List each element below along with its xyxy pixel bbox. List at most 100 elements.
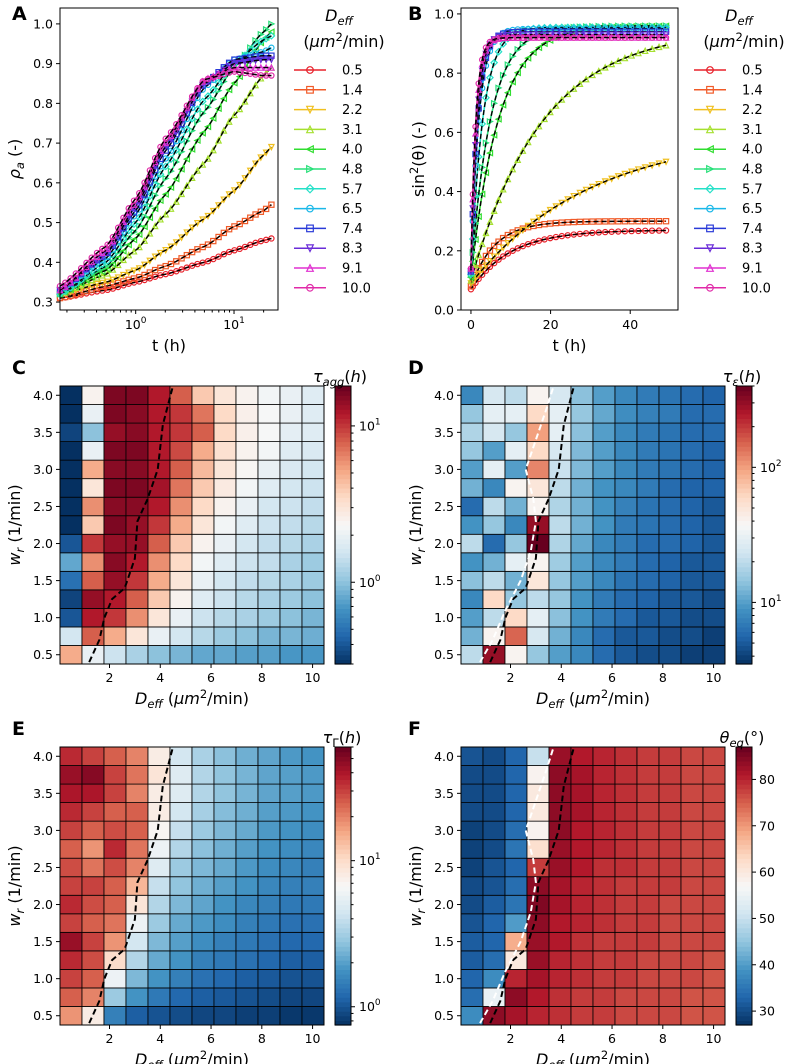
heatmap-cell xyxy=(279,385,303,405)
heatmap-cell xyxy=(279,931,303,952)
heatmap-cell xyxy=(658,969,682,989)
heatmap-cell xyxy=(235,857,259,878)
heatmap-cell xyxy=(279,552,303,572)
colorbar-step xyxy=(736,821,752,827)
y-tick-label: 0.7 xyxy=(33,136,53,151)
heatmap-cell xyxy=(702,608,726,628)
data-point xyxy=(156,170,165,179)
data-point xyxy=(199,109,207,117)
heatmap-cell xyxy=(191,552,215,572)
heatmap-cell xyxy=(191,589,215,609)
heatmap-cell xyxy=(103,765,127,785)
colorbar-step xyxy=(736,640,752,647)
heatmap-cell xyxy=(460,802,484,822)
heatmap-cell xyxy=(257,626,281,646)
data-point xyxy=(514,231,522,239)
y-tick-label: 2.0 xyxy=(33,536,53,551)
heatmap-cell xyxy=(301,969,325,989)
heatmap-cell xyxy=(81,533,105,554)
heatmap-cell xyxy=(191,608,215,628)
data-point xyxy=(305,105,315,115)
colorbar-step xyxy=(335,404,351,410)
heatmap-cell xyxy=(125,459,149,480)
heatmap-cell xyxy=(680,404,704,424)
heatmap-cell xyxy=(504,533,528,554)
data-point xyxy=(267,63,275,71)
heatmap-cell xyxy=(570,459,594,480)
heatmap-cell xyxy=(125,404,149,424)
heatmap-cell xyxy=(504,820,528,841)
heatmap-cell xyxy=(81,441,105,461)
heatmap-cell xyxy=(482,857,506,878)
heatmap-cell xyxy=(169,385,193,405)
data-point xyxy=(103,256,112,265)
heatmap-cell xyxy=(526,950,550,970)
heatmap-cell xyxy=(125,913,149,933)
heatmap-cell xyxy=(658,552,682,572)
heatmap-cell xyxy=(680,783,704,803)
colorbar-step xyxy=(335,455,351,461)
colorbar-step xyxy=(736,825,752,831)
data-point xyxy=(71,279,80,288)
panel-C: C 2 4 6 8 10 0.5 1.0 1.5 2.0 2.5 3.0 3.5 4.0 Deff (μm2… xyxy=(5,357,381,711)
data-point xyxy=(478,240,486,248)
colorbar-step xyxy=(335,779,351,785)
heatmap-cell xyxy=(504,913,528,933)
data-point xyxy=(482,252,490,260)
heatmap-cell xyxy=(147,820,171,841)
heatmap-cell xyxy=(257,950,281,970)
heatmap-cell xyxy=(592,802,616,822)
heatmap-cell xyxy=(235,626,259,646)
heatmap-cell xyxy=(191,385,215,405)
heatmap-cell xyxy=(680,894,704,915)
heatmap-cell xyxy=(548,894,572,915)
data-point xyxy=(564,89,572,98)
heatmap-cell xyxy=(81,820,105,841)
heatmap-cell xyxy=(702,533,726,554)
heatmap-cell xyxy=(636,589,660,609)
heatmap-cell xyxy=(548,570,572,591)
heatmap-cell xyxy=(235,459,259,480)
colorbar-step xyxy=(736,478,752,484)
colorbar-step xyxy=(335,390,351,396)
heatmap-cell xyxy=(103,608,127,628)
heatmap-cell xyxy=(103,496,127,517)
heatmap-cell xyxy=(702,626,726,646)
data-point xyxy=(125,205,132,212)
panel-F: F 2 4 6 8 10 0.5 1.0 1.5 2.0 2.5 3.0 3.5 4.0 Deff (μm2… xyxy=(406,718,775,1064)
x-tick-label: 6 xyxy=(207,670,215,685)
heatmap-cell xyxy=(81,765,105,785)
y-tick-label: 4.0 xyxy=(434,388,454,403)
heatmap-cell xyxy=(504,802,528,822)
heatmap-cell xyxy=(504,765,528,785)
fit-line xyxy=(470,229,667,290)
x-tick-label: 6 xyxy=(608,1031,616,1046)
colorbar-step xyxy=(736,946,752,952)
colorbar-step xyxy=(736,848,752,855)
colorbar-step xyxy=(736,839,752,845)
data-point xyxy=(490,206,498,214)
heatmap-cell xyxy=(103,876,127,896)
heatmap-cell xyxy=(680,820,704,841)
heatmap-cell xyxy=(658,589,682,609)
legend-label: 2.2 xyxy=(742,103,763,118)
colorbar-step xyxy=(335,825,351,831)
heatmap-cell xyxy=(702,496,726,517)
y-tick-label: 1.5 xyxy=(33,573,53,588)
data-point xyxy=(140,203,149,212)
data-point xyxy=(114,224,122,231)
colorbar-step xyxy=(335,418,351,424)
heatmap-cell xyxy=(592,608,616,628)
data-point xyxy=(706,164,715,174)
colorbar-step xyxy=(335,557,351,563)
data-point xyxy=(130,247,138,255)
data-point xyxy=(552,219,560,227)
heatmap-cell xyxy=(526,857,550,878)
data-point xyxy=(481,93,490,102)
data-point xyxy=(247,44,255,52)
colorbar-step xyxy=(736,784,752,790)
data-point xyxy=(204,154,212,162)
heatmap-cell xyxy=(482,839,506,859)
colorbar-step xyxy=(736,650,752,656)
heatmap-cell xyxy=(169,496,193,517)
